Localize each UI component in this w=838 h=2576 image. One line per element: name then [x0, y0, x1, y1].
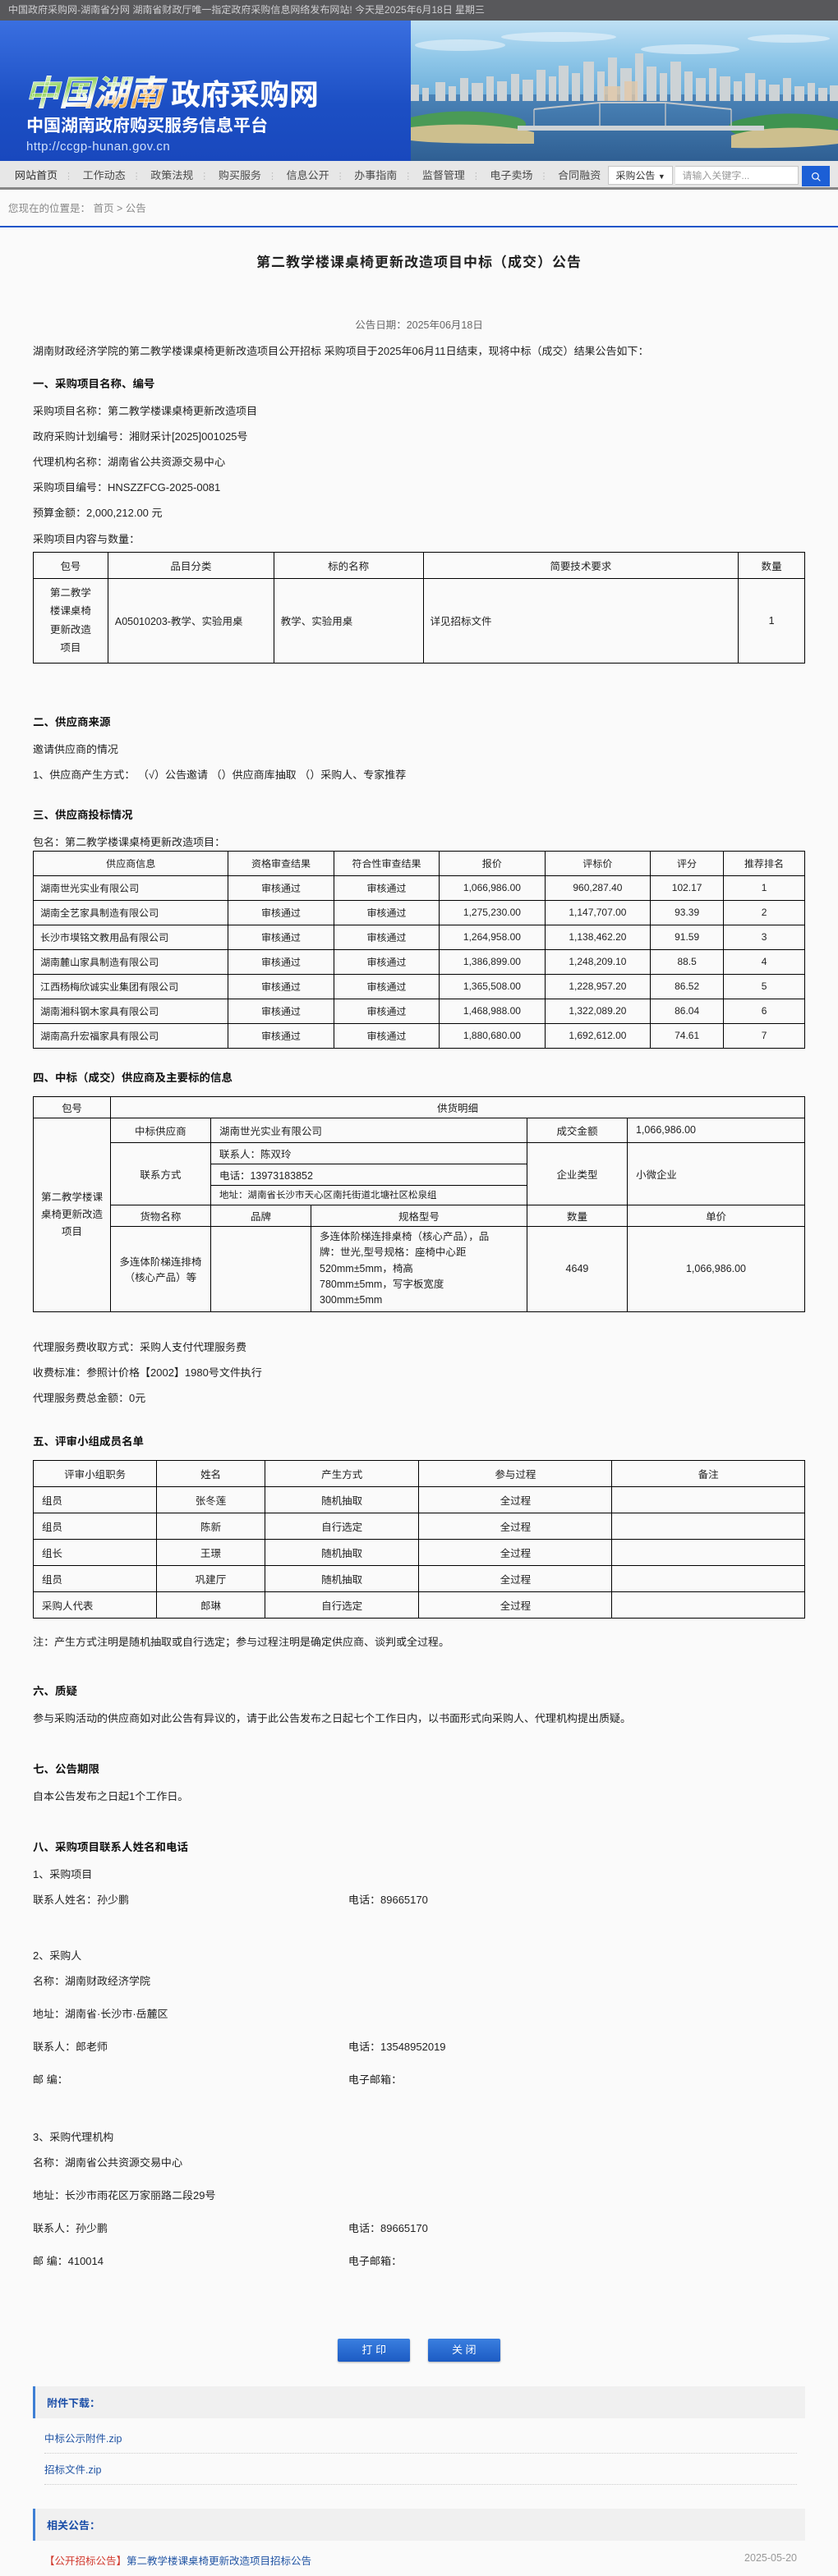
svg-text:中国湖南: 中国湖南	[25, 74, 168, 112]
svg-text:政府采购网: 政府采购网	[171, 78, 319, 112]
